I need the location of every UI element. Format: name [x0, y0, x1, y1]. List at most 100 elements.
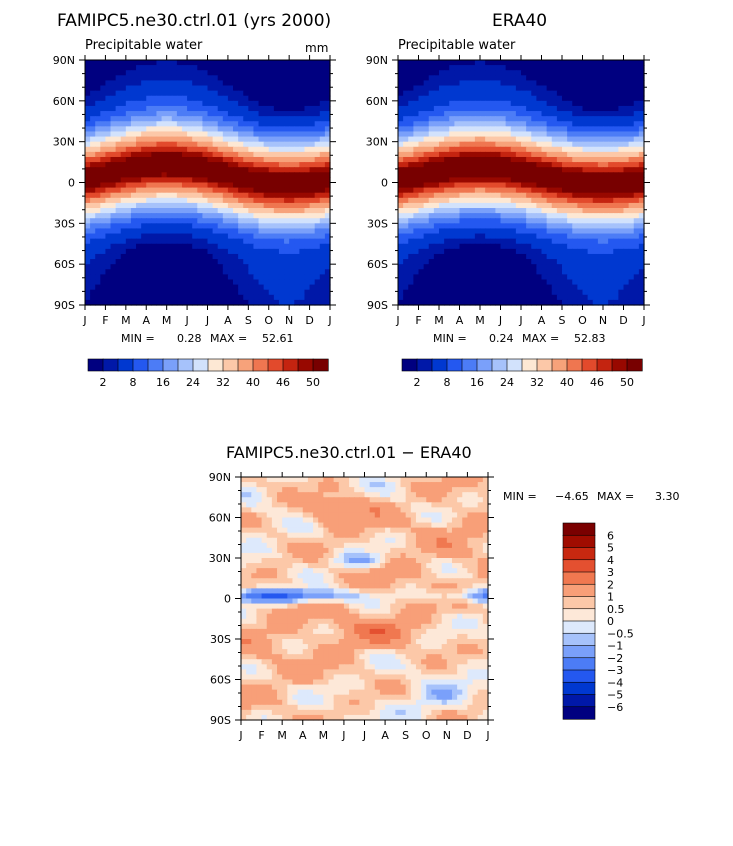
era40-cell: [428, 274, 435, 281]
difference-cell: [462, 487, 469, 493]
era40-cell: [551, 269, 558, 275]
model-cell: [171, 218, 178, 224]
era40-cell: [490, 279, 496, 286]
era40-cell: [551, 279, 558, 286]
model-cell: [238, 264, 244, 270]
era40-cell: [495, 85, 502, 92]
era40-cell: [474, 60, 481, 66]
model-cell: [299, 228, 306, 235]
model-cell: [238, 75, 244, 82]
era40-cell: [433, 90, 440, 97]
era40-cell: [398, 95, 404, 102]
model-cell: [258, 172, 265, 178]
model-cell: [161, 136, 168, 143]
model-cell: [125, 177, 132, 184]
model-cell: [273, 105, 280, 112]
era40-cell: [449, 218, 455, 224]
model-cell: [136, 70, 142, 76]
era40-cell: [413, 95, 420, 102]
model-cell: [166, 75, 173, 82]
model-cell: [238, 284, 244, 291]
era40-cell: [541, 228, 548, 235]
era40-cell: [510, 289, 517, 296]
model-cell: [85, 248, 91, 255]
model-cell: [105, 279, 112, 286]
model-cell: [110, 284, 117, 291]
era40-cell: [403, 80, 409, 87]
model-cell: [120, 141, 127, 148]
model-cell: [136, 228, 142, 235]
model-cell: [202, 156, 209, 163]
model-cell: [233, 238, 239, 245]
era40-cell: [469, 60, 476, 66]
model-cell: [222, 85, 229, 92]
era40-cell: [398, 167, 404, 173]
model-cell: [309, 146, 316, 153]
era40-cell: [562, 121, 568, 127]
era40-cell: [500, 197, 507, 204]
model-cell: [120, 187, 127, 194]
model-cell: [120, 233, 127, 240]
model-cell: [151, 213, 158, 219]
model-cell: [156, 253, 163, 260]
model-cell: [258, 233, 265, 240]
era40-cell: [454, 238, 461, 245]
era40-cell: [618, 259, 625, 265]
era40-cell: [480, 299, 486, 306]
era40-cell: [433, 167, 440, 173]
model-cell: [85, 223, 91, 230]
model-cell: [151, 253, 158, 260]
era40-cell: [454, 218, 461, 224]
era40-cell: [587, 60, 594, 66]
model-cell: [187, 182, 193, 189]
era40-cell: [618, 279, 625, 286]
era40-cell: [597, 243, 604, 250]
model-cell: [151, 223, 158, 230]
model-cell: [192, 105, 198, 112]
model-cell: [166, 126, 173, 133]
model-cell: [212, 192, 219, 199]
model-cell: [243, 238, 249, 245]
era40-cell: [515, 192, 522, 199]
era40-cell: [536, 274, 543, 281]
model-cell: [156, 141, 163, 148]
model-cell: [207, 146, 214, 153]
era40-cell: [454, 259, 461, 265]
era40-cell: [433, 243, 440, 250]
model-cell: [314, 274, 321, 281]
model-cell: [192, 197, 198, 204]
model-cell: [130, 90, 137, 97]
model-cell: [207, 121, 214, 127]
model-cell: [176, 172, 183, 178]
era40-cell: [510, 223, 517, 230]
era40-cell: [505, 187, 512, 194]
model-cell: [100, 136, 107, 143]
era40-cell: [444, 294, 450, 301]
era40-cell: [449, 238, 455, 245]
model-cell: [289, 126, 295, 133]
era40-cell: [608, 167, 614, 173]
era40-cell: [423, 75, 430, 82]
era40-cell: [454, 141, 461, 148]
era40-cell: [433, 228, 440, 235]
model-cell: [324, 299, 331, 306]
era40-cell: [562, 253, 568, 260]
era40-cell: [398, 136, 404, 143]
model-cell: [233, 167, 239, 173]
model-cell: [314, 284, 321, 291]
model-cell: [309, 248, 316, 255]
model-cell: [136, 223, 142, 230]
era40-cell: [587, 264, 594, 270]
model-cell: [238, 80, 244, 87]
model-cell: [309, 80, 316, 87]
model-cell: [197, 213, 203, 219]
era40-cell: [613, 253, 619, 260]
era40-cell: [551, 238, 558, 245]
model-cell: [110, 233, 117, 240]
difference-cell: [379, 477, 386, 483]
era40-cell: [613, 75, 619, 82]
era40-cell: [449, 264, 455, 270]
model-cell: [273, 228, 280, 235]
era40-cell: [572, 95, 578, 102]
model-cell: [243, 243, 249, 250]
